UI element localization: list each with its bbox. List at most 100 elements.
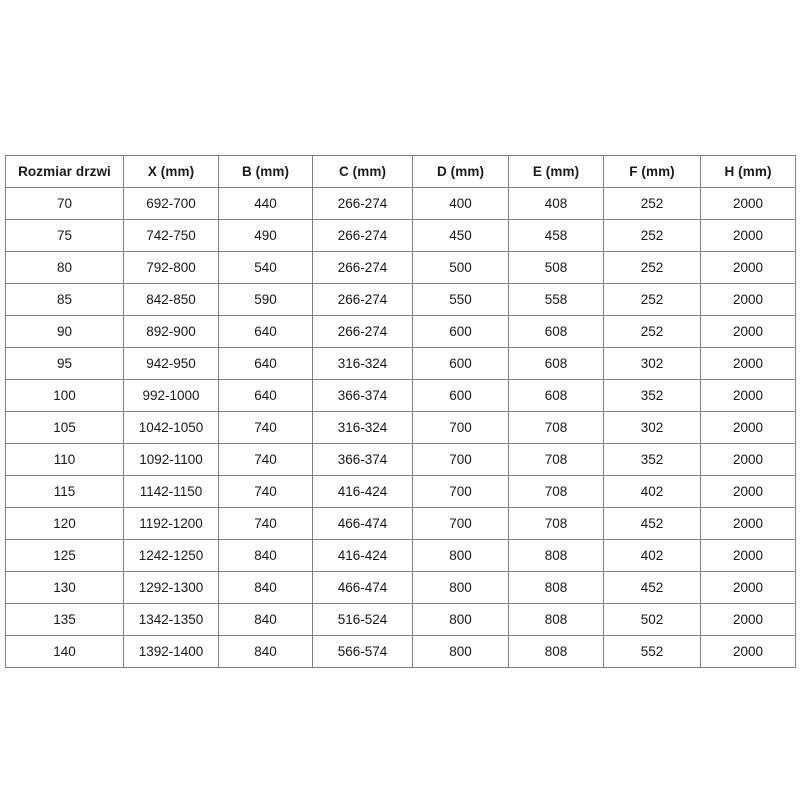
cell-c: 566-574 bbox=[312, 635, 413, 668]
cell-h: 2000 bbox=[700, 219, 796, 252]
cell-size: 110 bbox=[5, 443, 124, 476]
cell-x: 942-950 bbox=[123, 347, 219, 380]
cell-d: 550 bbox=[412, 283, 509, 316]
cell-size: 95 bbox=[5, 347, 124, 380]
cell-h: 2000 bbox=[700, 411, 796, 444]
cell-b: 740 bbox=[218, 411, 313, 444]
column-header-size: Rozmiar drzwi bbox=[5, 155, 124, 188]
cell-f: 252 bbox=[603, 187, 701, 220]
cell-c: 416-424 bbox=[312, 475, 413, 508]
table-row: 130 1292-1300 840 466-474 800 808 452 20… bbox=[5, 571, 796, 604]
cell-f: 352 bbox=[603, 443, 701, 476]
cell-c: 466-474 bbox=[312, 571, 413, 604]
cell-x: 992-1000 bbox=[123, 379, 219, 412]
cell-size: 115 bbox=[5, 475, 124, 508]
cell-c: 516-524 bbox=[312, 603, 413, 636]
cell-h: 2000 bbox=[700, 475, 796, 508]
column-header-d: D (mm) bbox=[412, 155, 509, 188]
cell-h: 2000 bbox=[700, 571, 796, 604]
cell-f: 252 bbox=[603, 251, 701, 284]
cell-c: 316-324 bbox=[312, 347, 413, 380]
cell-x: 1142-1150 bbox=[123, 475, 219, 508]
cell-e: 808 bbox=[508, 539, 604, 572]
cell-size: 85 bbox=[5, 283, 124, 316]
cell-h: 2000 bbox=[700, 379, 796, 412]
cell-f: 402 bbox=[603, 539, 701, 572]
table-row: 140 1392-1400 840 566-574 800 808 552 20… bbox=[5, 635, 796, 668]
table-row: 70 692-700 440 266-274 400 408 252 2000 bbox=[5, 187, 796, 220]
cell-b: 540 bbox=[218, 251, 313, 284]
table-row: 80 792-800 540 266-274 500 508 252 2000 bbox=[5, 251, 796, 284]
cell-c: 266-274 bbox=[312, 283, 413, 316]
cell-e: 708 bbox=[508, 411, 604, 444]
cell-h: 2000 bbox=[700, 443, 796, 476]
column-header-h: H (mm) bbox=[700, 155, 796, 188]
table-row: 125 1242-1250 840 416-424 800 808 402 20… bbox=[5, 539, 796, 572]
cell-size: 70 bbox=[5, 187, 124, 220]
cell-size: 140 bbox=[5, 635, 124, 668]
cell-b: 840 bbox=[218, 539, 313, 572]
cell-x: 1292-1300 bbox=[123, 571, 219, 604]
cell-e: 458 bbox=[508, 219, 604, 252]
column-header-f: F (mm) bbox=[603, 155, 701, 188]
table-row: 105 1042-1050 740 316-324 700 708 302 20… bbox=[5, 411, 796, 444]
cell-f: 252 bbox=[603, 315, 701, 348]
cell-h: 2000 bbox=[700, 507, 796, 540]
cell-d: 600 bbox=[412, 379, 509, 412]
cell-c: 466-474 bbox=[312, 507, 413, 540]
cell-f: 252 bbox=[603, 219, 701, 252]
table-row: 75 742-750 490 266-274 450 458 252 2000 bbox=[5, 219, 796, 252]
cell-e: 808 bbox=[508, 603, 604, 636]
cell-size: 130 bbox=[5, 571, 124, 604]
cell-c: 266-274 bbox=[312, 315, 413, 348]
cell-e: 808 bbox=[508, 635, 604, 668]
cell-d: 800 bbox=[412, 539, 509, 572]
cell-f: 402 bbox=[603, 475, 701, 508]
cell-x: 1192-1200 bbox=[123, 507, 219, 540]
cell-d: 700 bbox=[412, 475, 509, 508]
column-header-x: X (mm) bbox=[123, 155, 219, 188]
cell-b: 740 bbox=[218, 443, 313, 476]
cell-size: 100 bbox=[5, 379, 124, 412]
cell-d: 450 bbox=[412, 219, 509, 252]
cell-b: 590 bbox=[218, 283, 313, 316]
door-size-specification-table: Rozmiar drzwi X (mm) B (mm) C (mm) D (mm… bbox=[5, 155, 796, 668]
cell-size: 105 bbox=[5, 411, 124, 444]
cell-size: 75 bbox=[5, 219, 124, 252]
cell-h: 2000 bbox=[700, 251, 796, 284]
column-header-b: B (mm) bbox=[218, 155, 313, 188]
cell-f: 352 bbox=[603, 379, 701, 412]
cell-f: 552 bbox=[603, 635, 701, 668]
table-header: Rozmiar drzwi X (mm) B (mm) C (mm) D (mm… bbox=[5, 155, 796, 188]
cell-size: 125 bbox=[5, 539, 124, 572]
specification-table-container: Rozmiar drzwi X (mm) B (mm) C (mm) D (mm… bbox=[5, 155, 796, 668]
cell-b: 740 bbox=[218, 507, 313, 540]
cell-d: 400 bbox=[412, 187, 509, 220]
cell-c: 416-424 bbox=[312, 539, 413, 572]
cell-b: 440 bbox=[218, 187, 313, 220]
cell-h: 2000 bbox=[700, 315, 796, 348]
cell-h: 2000 bbox=[700, 187, 796, 220]
cell-e: 708 bbox=[508, 443, 604, 476]
cell-size: 135 bbox=[5, 603, 124, 636]
cell-d: 800 bbox=[412, 571, 509, 604]
cell-d: 600 bbox=[412, 315, 509, 348]
cell-e: 408 bbox=[508, 187, 604, 220]
cell-d: 700 bbox=[412, 443, 509, 476]
cell-f: 502 bbox=[603, 603, 701, 636]
table-row: 85 842-850 590 266-274 550 558 252 2000 bbox=[5, 283, 796, 316]
cell-e: 558 bbox=[508, 283, 604, 316]
cell-x: 792-800 bbox=[123, 251, 219, 284]
cell-e: 608 bbox=[508, 379, 604, 412]
cell-b: 640 bbox=[218, 347, 313, 380]
cell-e: 708 bbox=[508, 507, 604, 540]
column-header-c: C (mm) bbox=[312, 155, 413, 188]
table-row: 110 1092-1100 740 366-374 700 708 352 20… bbox=[5, 443, 796, 476]
cell-x: 1392-1400 bbox=[123, 635, 219, 668]
cell-h: 2000 bbox=[700, 347, 796, 380]
cell-b: 740 bbox=[218, 475, 313, 508]
cell-e: 608 bbox=[508, 347, 604, 380]
cell-x: 892-900 bbox=[123, 315, 219, 348]
cell-f: 252 bbox=[603, 283, 701, 316]
cell-size: 120 bbox=[5, 507, 124, 540]
